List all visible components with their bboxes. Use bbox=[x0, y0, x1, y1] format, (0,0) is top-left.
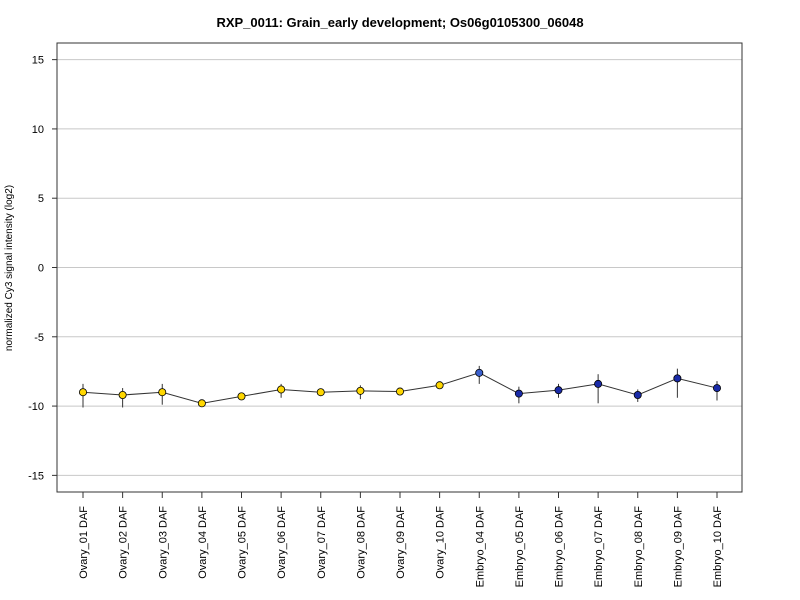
data-point bbox=[395, 387, 404, 396]
x-tick-label: Embryo_07 DAF bbox=[593, 506, 605, 588]
x-tick-label: Ovary_10 DAF bbox=[435, 506, 447, 579]
data-point bbox=[316, 388, 325, 397]
data-point bbox=[713, 384, 722, 393]
y-tick-label: 0 bbox=[38, 263, 44, 275]
data-point bbox=[673, 374, 682, 383]
y-tick-label: -10 bbox=[28, 401, 44, 413]
x-tick-label: Embryo_06 DAF bbox=[554, 506, 566, 588]
data-point bbox=[475, 368, 484, 377]
y-tick-label: -5 bbox=[34, 332, 44, 344]
data-point bbox=[277, 385, 286, 394]
y-tick-label: 15 bbox=[32, 55, 44, 67]
x-tick-label: Ovary_06 DAF bbox=[276, 506, 288, 579]
x-tick-label: Ovary_08 DAF bbox=[355, 506, 367, 579]
y-axis-label: normalized Cy3 signal intensity (log2) bbox=[4, 185, 15, 351]
axes: -15 -10 -5 0 5 10 15 Ovary_01 DAF Ovary_02 DAF Ov… bbox=[28, 55, 724, 588]
x-tick-label: Embryo_04 DAF bbox=[474, 506, 486, 588]
series-line-group bbox=[79, 365, 722, 408]
x-tick-label: Ovary_03 DAF bbox=[157, 506, 169, 579]
data-point bbox=[79, 388, 88, 397]
y-tick-label: 10 bbox=[32, 124, 44, 136]
x-tick-label: Ovary_01 DAF bbox=[78, 506, 90, 579]
x-tick-label: Embryo_05 DAF bbox=[514, 506, 526, 588]
data-point bbox=[237, 392, 246, 401]
y-tick-label: -15 bbox=[28, 470, 44, 482]
data-point bbox=[594, 379, 603, 388]
x-tick-label: Ovary_02 DAF bbox=[118, 506, 130, 579]
data-point bbox=[633, 390, 642, 399]
data-point bbox=[158, 388, 167, 397]
x-tick-label: Ovary_05 DAF bbox=[237, 506, 249, 579]
data-point bbox=[356, 386, 365, 395]
data-point bbox=[514, 389, 523, 398]
data-point bbox=[554, 386, 563, 395]
grid-lines bbox=[57, 59, 742, 476]
y-tick-label: 5 bbox=[38, 193, 44, 205]
x-tick-label: Ovary_09 DAF bbox=[395, 506, 407, 579]
data-point bbox=[435, 381, 444, 390]
x-tick-label: Ovary_07 DAF bbox=[316, 506, 328, 579]
x-tick-label: Embryo_10 DAF bbox=[712, 506, 724, 588]
x-tick-label: Ovary_04 DAF bbox=[197, 506, 209, 579]
x-tick-label: Embryo_08 DAF bbox=[633, 506, 645, 588]
x-tick-label: Embryo_09 DAF bbox=[672, 506, 684, 588]
data-point bbox=[197, 399, 206, 408]
chart-title: RXP_0011: Grain_early development; Os06g… bbox=[216, 15, 583, 30]
data-point bbox=[118, 390, 127, 399]
